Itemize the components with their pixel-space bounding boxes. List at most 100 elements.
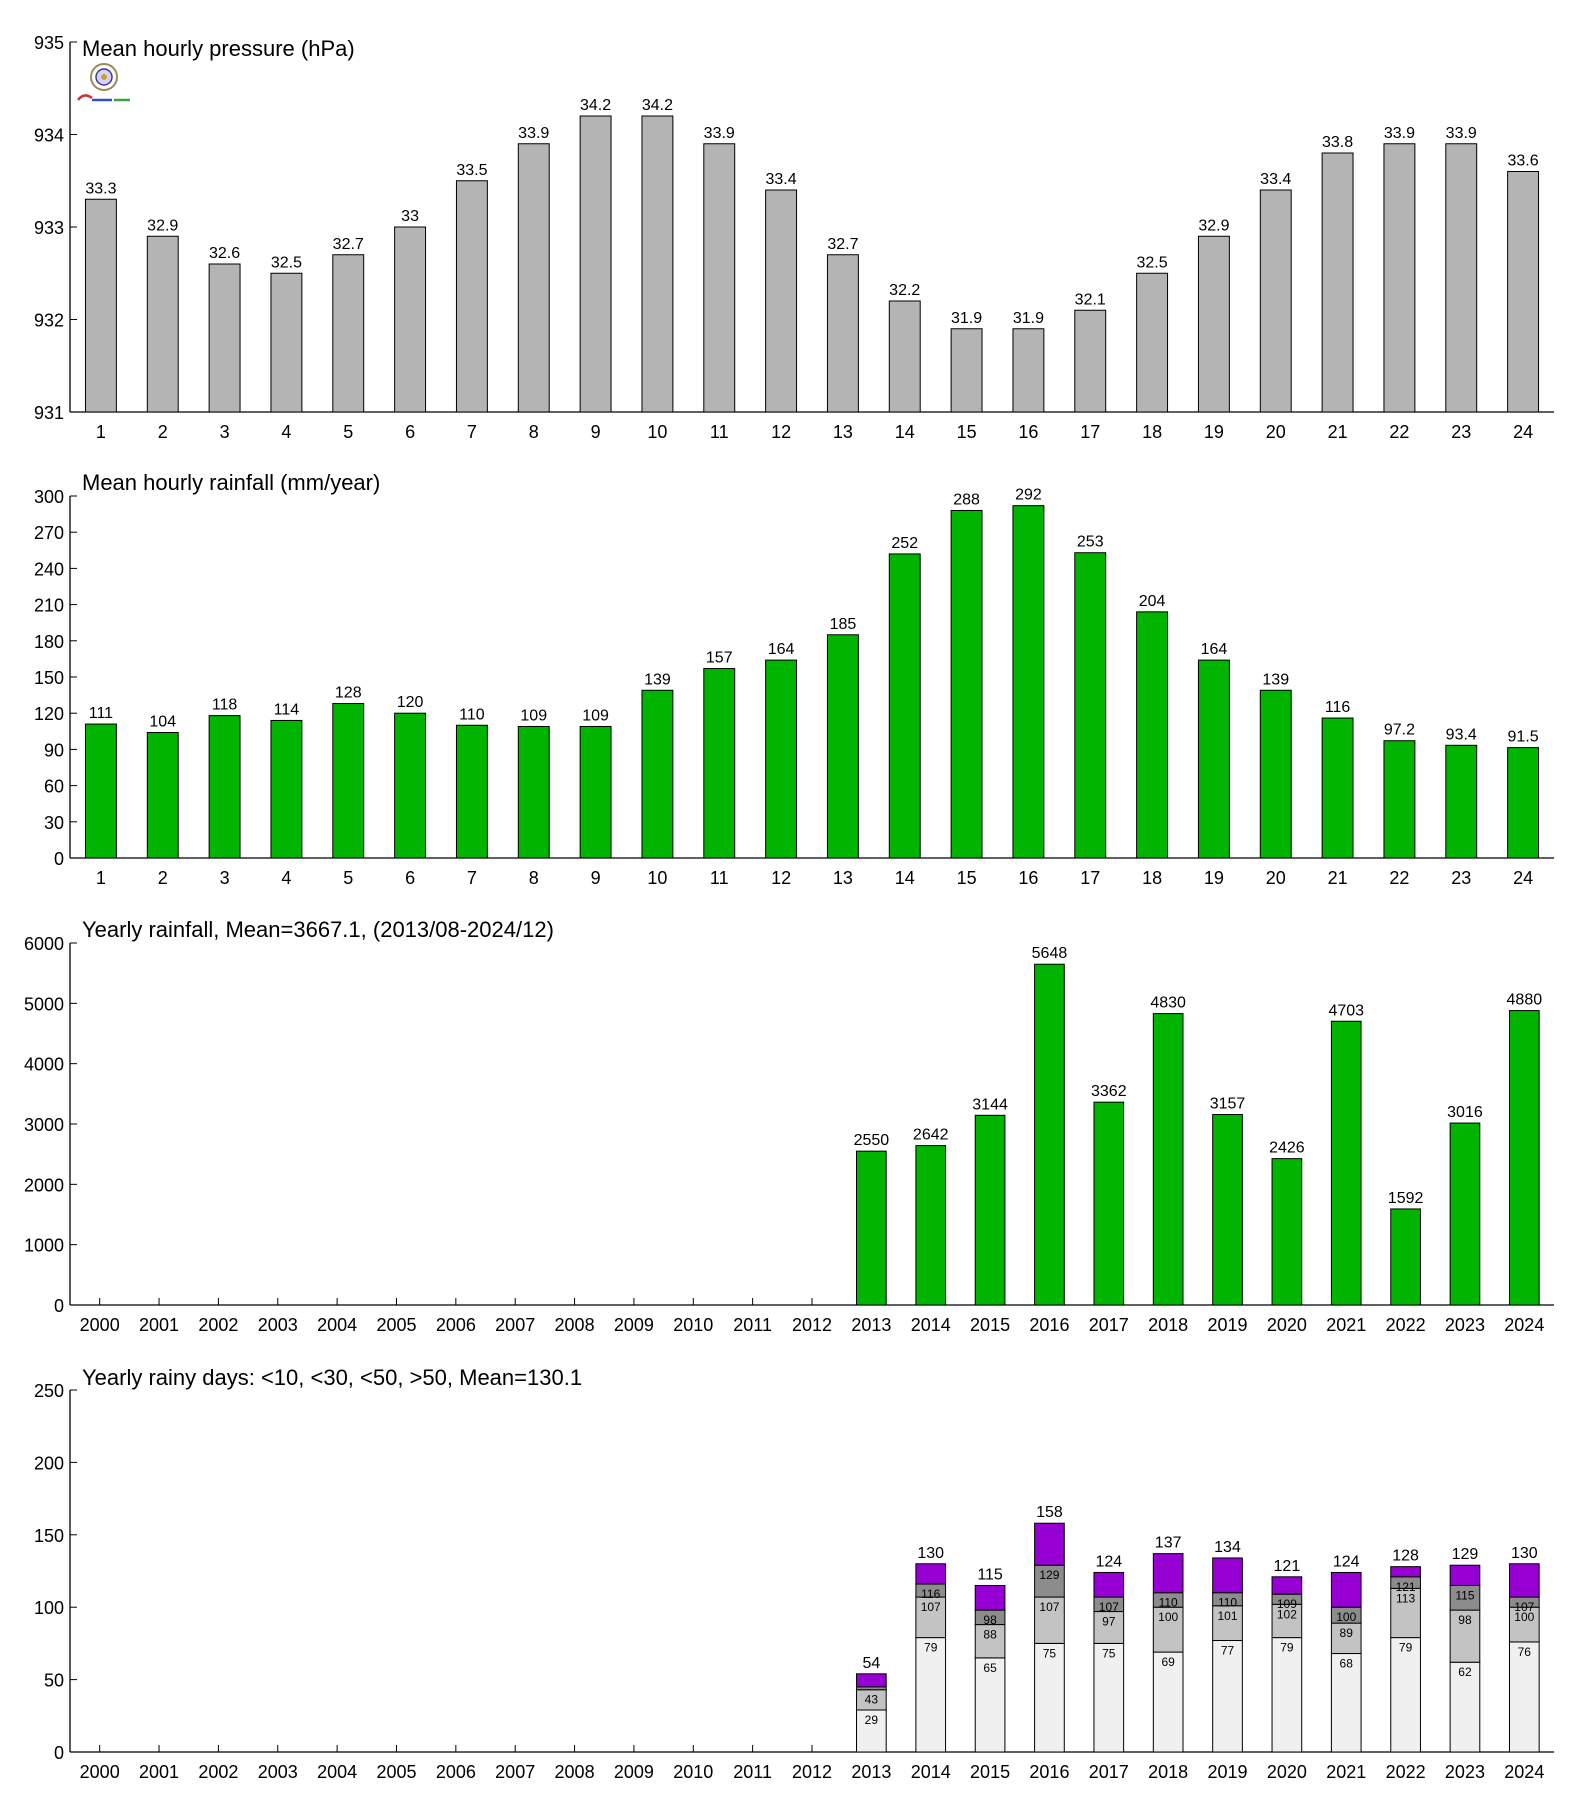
- hourly-rainfall-x-tick-label: 13: [833, 868, 853, 888]
- rainy-days-segment-lt10: [856, 1709, 887, 1753]
- rainy-days-segment-label-lt50: 116: [921, 1587, 940, 1601]
- hourly-rainfall-x-tick-label: 5: [343, 868, 353, 888]
- pressure-bar: [1507, 171, 1540, 413]
- rainy-days-segment-label-lt30: 100: [1158, 1610, 1178, 1624]
- yearly-rainfall-bar: [1093, 1101, 1125, 1306]
- rainy-days-segment-label-lt50: 115: [1455, 1588, 1474, 1602]
- rainy-days-segment-lt10: [1390, 1637, 1421, 1753]
- rainy-days-segment-gt50: [1212, 1557, 1243, 1594]
- hourly-rainfall-y-tick-label: 240: [34, 559, 64, 579]
- rainy-days-y-tick-label: 150: [34, 1526, 64, 1546]
- pressure-x-tick-label: 19: [1204, 422, 1224, 442]
- hourly-rainfall-bar-label: 253: [1077, 534, 1104, 551]
- rainy-days-segment-label-lt10: 75: [1043, 1646, 1057, 1660]
- rainy-days-x-tick-label: 2018: [1148, 1762, 1188, 1782]
- yearly-rainfall-y-tick-label: 4000: [24, 1055, 64, 1075]
- hourly-rainfall-x-tick-label: 6: [405, 868, 415, 888]
- rainy-days-segment-lt50: [1449, 1584, 1481, 1611]
- rainy-days-x-tick-label: 2023: [1445, 1762, 1485, 1782]
- yearly-rainfall-x-tick-label: 2011: [733, 1315, 772, 1335]
- yearly-rainfall-bar: [1034, 963, 1065, 1306]
- hourly-rainfall-bar: [950, 509, 983, 859]
- rainy-days-x-tick-label: 2016: [1029, 1762, 1069, 1782]
- rainy-days-total-label: 128: [1392, 1548, 1419, 1565]
- rainy-days-x-tick-label: 2020: [1267, 1762, 1307, 1782]
- yearly-rainfall-bar-label: 2550: [854, 1132, 890, 1149]
- hourly-rainfall-bar: [1445, 744, 1478, 859]
- rainy-days-segment-label-lt50: 121: [1396, 1580, 1416, 1594]
- pressure-bar-label: 33.3: [85, 180, 116, 197]
- yearly-rainfall-x-tick-label: 2014: [911, 1315, 951, 1335]
- rainy-days-segment-label-lt30: 89: [1340, 1626, 1354, 1640]
- rainy-days-x-tick-label: 2022: [1386, 1762, 1426, 1782]
- hourly-rainfall-bar-label: 164: [1201, 641, 1228, 658]
- hourly-rainfall-bar: [270, 719, 303, 859]
- rainy-days-segment-gt50: [1330, 1571, 1362, 1608]
- pressure-title: Mean hourly pressure (hPa): [82, 36, 355, 61]
- hourly-rainfall-bar-label: 204: [1139, 593, 1166, 610]
- pressure-panel: Mean hourly pressure (hPa) 9319329339349…: [34, 33, 1554, 442]
- rainy-days-segment-label-lt30: 98: [1458, 1613, 1472, 1627]
- rainy-days-segment-label-lt50: 98: [983, 1613, 997, 1627]
- rainy-days-segment-lt30: [915, 1596, 947, 1639]
- pressure-x-tick-label: 1: [96, 422, 106, 442]
- hourly-rainfall-bar: [332, 703, 365, 859]
- pressure-bar-label: 32.5: [1137, 254, 1168, 271]
- yearly-rainfall-y-tick-label: 5000: [24, 994, 64, 1014]
- yearly-rainfall-x-tick-label: 2018: [1148, 1315, 1188, 1335]
- hourly-rainfall-bar-label: 116: [1325, 699, 1351, 716]
- rainy-days-segment-label-lt10: 65: [983, 1661, 997, 1675]
- rainy-days-segment-lt30: [1449, 1609, 1481, 1663]
- hourly-rainfall-bar: [1507, 747, 1540, 859]
- rainy-days-segment-lt10: [1271, 1637, 1303, 1753]
- hourly-rainfall-bar: [455, 724, 488, 859]
- hourly-rainfall-bar-label: 91.5: [1508, 729, 1539, 746]
- rainy-days-segment-gt50: [1271, 1576, 1303, 1595]
- rainy-days-x-tick-label: 2019: [1207, 1762, 1247, 1782]
- yearly-rainfall-bar-label: 4880: [1507, 992, 1543, 1009]
- hourly-rainfall-bar-label: 164: [768, 641, 795, 658]
- rainy-days-total-label: 124: [1333, 1553, 1360, 1570]
- hourly-rainfall-y-tick-label: 60: [44, 777, 64, 797]
- pressure-bar: [332, 254, 365, 413]
- rainy-days-segment-lt10: [1508, 1641, 1540, 1753]
- pressure-bar: [1259, 189, 1292, 413]
- rainy-days-segment-lt10: [974, 1657, 1006, 1753]
- rainy-days-segment-label-lt10: 29: [865, 1713, 879, 1727]
- hourly-rainfall-y-tick-label: 120: [34, 704, 64, 724]
- hourly-rainfall-bar-label: 93.4: [1446, 726, 1477, 743]
- yearly-rainfall-x-tick-label: 2006: [436, 1315, 476, 1335]
- rainy-days-x-tick-label: 2013: [851, 1762, 891, 1782]
- pressure-bar-label: 33.9: [518, 125, 549, 142]
- pressure-x-tick-label: 21: [1328, 422, 1348, 442]
- pressure-bar-label: 33.4: [1260, 171, 1291, 188]
- rainy-days-x-tick-label: 2000: [80, 1762, 120, 1782]
- pressure-x-tick-label: 17: [1080, 422, 1100, 442]
- rainy-days-x-tick-label: 2010: [673, 1762, 713, 1782]
- hourly-rainfall-x-tick-label: 17: [1080, 868, 1100, 888]
- hourly-rainfall-bar-label: 97.2: [1384, 722, 1415, 739]
- rainy-days-total-label: 115: [977, 1566, 1003, 1583]
- logo-seal-center: [101, 74, 107, 80]
- hourly-rainfall-x-tick-label: 15: [957, 868, 977, 888]
- hourly-rainfall-bar: [765, 659, 798, 859]
- pressure-bar: [1321, 152, 1354, 413]
- rainy-days-segment-label-lt50: 110: [1159, 1596, 1178, 1610]
- rainy-days-x-tick-label: 2004: [317, 1762, 357, 1782]
- pressure-bar: [826, 254, 859, 413]
- hourly-rainfall-bar: [1012, 505, 1045, 859]
- pressure-y-tick-label: 933: [34, 218, 64, 238]
- pressure-bar-label: 33: [401, 208, 419, 225]
- hourly-rainfall-bar: [517, 725, 550, 859]
- yearly-rainfall-bar: [974, 1114, 1006, 1306]
- rainy-days-y-tick-label: 250: [34, 1381, 64, 1401]
- rainy-days-segment-gt50: [915, 1563, 947, 1585]
- hourly-rainfall-x-tick-label: 11: [710, 868, 729, 888]
- rainy-days-x-tick-label: 2006: [436, 1762, 476, 1782]
- hourly-rainfall-x-tick-label: 18: [1142, 868, 1162, 888]
- hourly-rainfall-y-tick-label: 300: [34, 487, 64, 507]
- hourly-rainfall-x-tick-label: 1: [96, 868, 106, 888]
- hourly-rainfall-x-tick-label: 10: [647, 868, 667, 888]
- rainy-days-total-label: 121: [1274, 1558, 1301, 1575]
- hourly-rainfall-bar-label: 288: [953, 491, 980, 508]
